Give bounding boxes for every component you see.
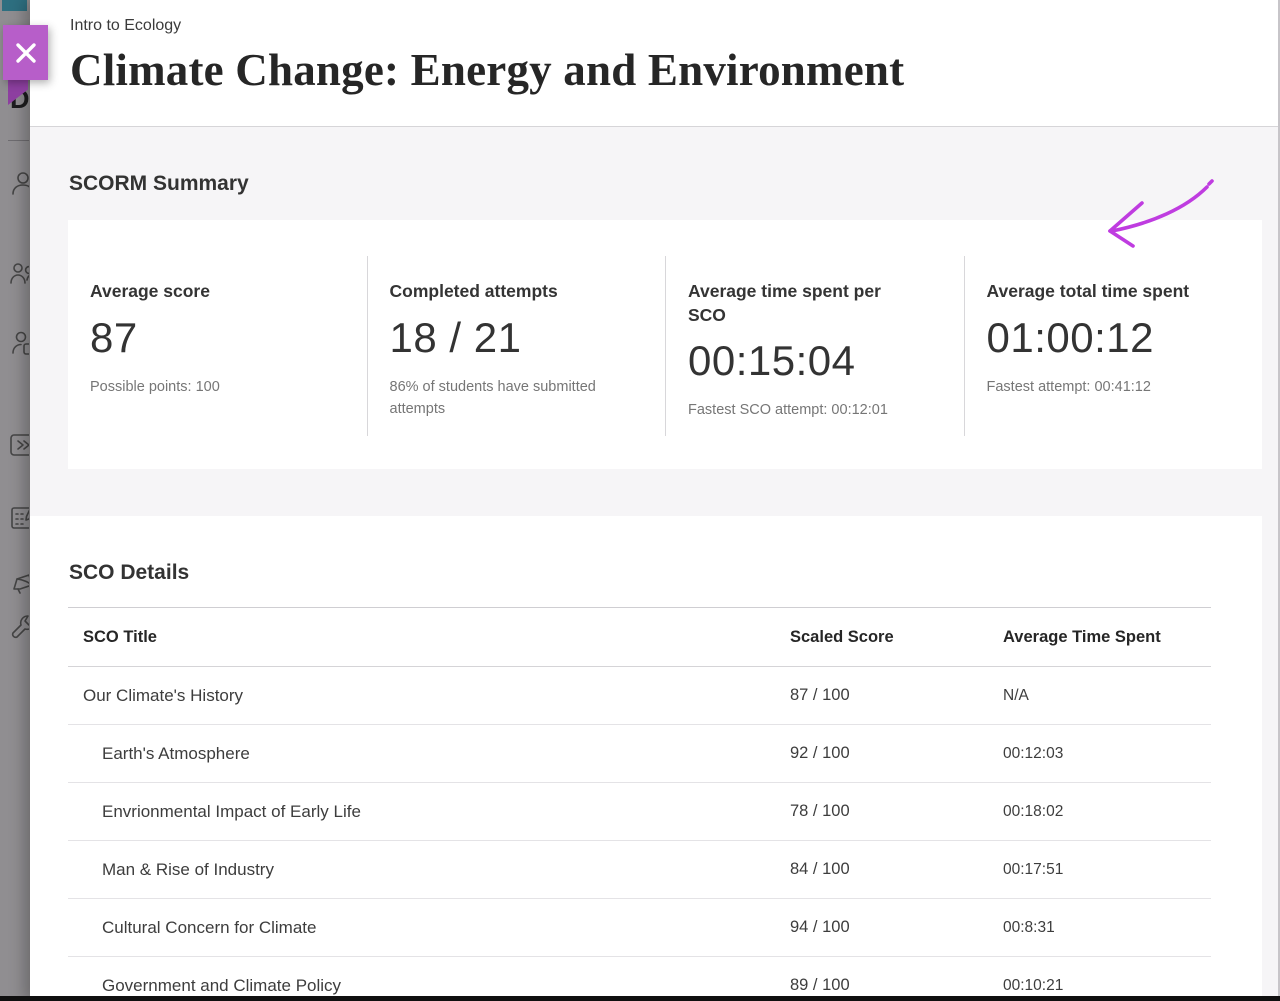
sco-title: Envrionmental Impact of Early Life [102,801,361,821]
summary-stats-card: Average score 87 Possible points: 100 Co… [68,220,1262,469]
accommodations-icon[interactable] [8,328,29,358]
logo-block [2,0,27,11]
average-time: 00:8:31 [1003,918,1055,936]
scaled-score: 94 / 100 [790,918,850,936]
stat-subtext: Possible points: 100 [90,378,220,395]
stat-subtext: 86% of students have submitted attempts [389,378,596,418]
scaled-score: 92 / 100 [790,744,850,762]
scaled-score: 89 / 100 [790,976,850,994]
collapse-panel-icon[interactable] [8,430,29,460]
scaled-score: 84 / 100 [790,860,850,878]
stat-average-time-per-sco: Average time spent per SCO 00:15:04 Fast… [665,256,964,436]
scorm-summary-section: SCORM Summary Average score 87 Possible … [30,128,1280,469]
settings-wrench-icon[interactable] [8,612,29,642]
average-time: 00:12:03 [1003,744,1064,762]
table-header-row: SCO Title Scaled Score Average Time Spen… [68,607,1211,667]
table-row: Envrionmental Impact of Early Life 78 / … [68,783,1211,841]
profile-icon[interactable] [8,168,29,198]
average-time: 00:18:02 [1003,802,1064,820]
gradebook-icon[interactable] [8,503,29,533]
average-time: 00:10:21 [1003,976,1064,994]
sco-title: Man & Rise of Industry [102,859,274,879]
breadcrumb: Intro to Ecology [70,17,182,34]
table-row: Government and Climate Policy 89 / 100 0… [68,957,1211,1001]
average-time: N/A [1003,686,1029,704]
stat-value: 87 [90,313,138,361]
stat-label: Average total time spent [986,281,1190,301]
stat-label: Completed attempts [389,281,558,301]
bottom-edge-bar [0,996,1280,1001]
sco-title: Our Climate's History [83,685,244,705]
stat-label: Average time spent per SCO [688,281,881,325]
sco-title: Cultural Concern for Climate [102,917,317,937]
sidebar-divider [8,140,29,141]
stat-average-score: Average score 87 Possible points: 100 [68,256,367,436]
scorm-summary-heading: SCORM Summary [69,172,249,195]
stat-value: 00:15:04 [688,337,856,385]
column-header-average-time: Average Time Spent [1003,627,1161,646]
announcements-icon[interactable] [8,565,29,595]
x-close-icon [15,42,36,63]
page-title: Climate Change: Energy and Environment [70,45,905,95]
panel-right-edge [1278,0,1280,1001]
sco-details-section: SCO Details SCO Title Scaled Score Avera… [30,516,1262,1001]
table-row: Man & Rise of Industry 84 / 100 00:17:51 [68,841,1211,899]
column-header-scaled-score: Scaled Score [790,627,894,646]
course-sidebar: D [0,0,29,1001]
sco-title: Government and Climate Policy [102,975,342,995]
scaled-score: 87 / 100 [790,686,850,704]
stat-value: 01:00:12 [986,313,1154,361]
sco-details-table: SCO Title Scaled Score Average Time Spen… [68,607,1211,1001]
scaled-score: 78 / 100 [790,802,850,820]
stat-label: Average score [90,281,210,301]
close-panel-button[interactable] [3,25,48,80]
panel-scroll-area[interactable]: SCORM Summary Average score 87 Possible … [30,128,1280,1001]
table-row: Our Climate's History 87 / 100 N/A [68,667,1211,725]
average-time: 00:17:51 [1003,860,1064,878]
scorm-report-panel: Intro to Ecology Climate Change: Energy … [30,0,1280,1001]
participants-icon[interactable] [8,258,29,288]
sco-title: Earth's Atmosphere [102,743,250,763]
stat-subtext: Fastest SCO attempt: 00:12:01 [688,402,888,419]
stat-completed-attempts: Completed attempts 18 / 21 86% of studen… [366,256,666,436]
scroll-gutter [1262,128,1280,1001]
panel-header: Intro to Ecology Climate Change: Energy … [30,0,1280,127]
table-row: Earth's Atmosphere 92 / 100 00:12:03 [68,725,1211,783]
stat-subtext: Fastest attempt: 00:41:12 [986,378,1151,395]
sco-details-heading: SCO Details [69,561,190,584]
table-row: Cultural Concern for Climate 94 / 100 00… [68,899,1211,957]
stat-average-total-time: Average total time spent 01:00:12 Fastes… [963,256,1263,436]
stat-value: 18 / 21 [389,313,522,361]
column-header-sco-title: SCO Title [83,627,157,646]
